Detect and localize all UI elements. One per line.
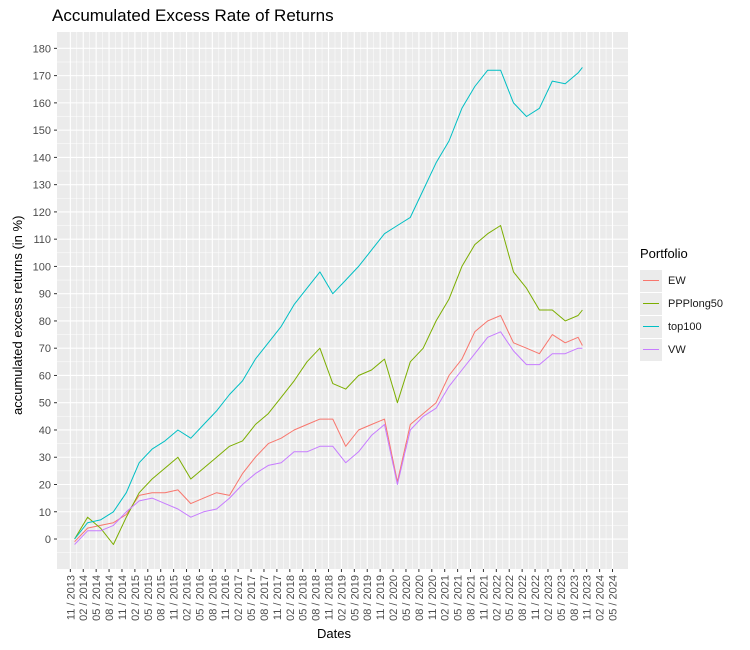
x-tick-label: 05 / 2018 [298,575,310,621]
x-tick-label: 02 / 2019 [336,575,348,621]
x-tick-label: 11 / 2020 [427,575,439,620]
x-tick-label: 08 / 2023 [569,575,581,621]
x-axis-title: Dates [317,626,351,641]
x-tick-label: 11 / 2022 [530,575,542,620]
legend-swatch [643,326,659,327]
legend-item-ew: EW [640,269,723,292]
y-tick-label: 90 [39,289,51,301]
legend-items: EW PPPlong50 top100 VW [640,269,723,361]
legend-key [640,315,662,338]
major-grid [57,32,628,569]
y-tick-label: 40 [39,425,51,437]
y-tick-label: 30 [39,452,51,464]
x-tick-label: 11 / 2019 [375,575,387,620]
x-tick-label: 02 / 2016 [182,575,194,621]
x-tick-label: 11 / 2015 [169,575,181,620]
y-tick-label: 100 [33,261,51,273]
x-tick-label: 11 / 2013 [65,575,77,620]
x-tick-label: 11 / 2021 [478,575,490,620]
legend-item-top100: top100 [640,315,723,338]
y-tick-label: 180 [33,43,51,55]
x-tick-label: 02 / 2020 [388,575,400,621]
y-tick-label: 170 [33,71,51,83]
legend-item-vw: VW [640,338,723,361]
x-tick-label: 05 / 2024 [608,575,620,621]
legend-title: Portfolio [640,246,688,261]
x-tick-label: 02 / 2015 [130,575,142,621]
x-tick-label: 05 / 2014 [91,575,103,621]
x-tick-label: 11 / 2018 [324,575,336,620]
x-tick-label: 05 / 2015 [143,575,155,621]
legend-label: EW [668,274,686,287]
x-tick-label: 02 / 2021 [440,575,452,621]
y-tick-label: 160 [33,98,51,110]
x-tick-label: 08 / 2020 [414,575,426,621]
series-line-ew [74,315,583,543]
x-tick-label: 08 / 2017 [259,575,271,621]
legend-swatch [643,280,659,281]
legend-key [640,338,662,361]
legend-item-ppplong50: PPPlong50 [640,292,723,315]
x-tick-label: 08 / 2019 [362,575,374,621]
x-axis: 11 / 2013 02 / 2014 05 / 2014 08 / 2014 11 /… [65,569,620,621]
legend-swatch [643,303,659,304]
series-layer [74,67,583,545]
x-tick-label: 02 / 2014 [78,575,90,621]
y-axis-title: accumulated excess returns (in %) [10,215,25,415]
x-tick-label: 02 / 2017 [233,575,245,621]
x-tick-label: 08 / 2015 [156,575,168,621]
x-tick-label: 08 / 2014 [104,575,116,621]
y-tick-label: 50 [39,398,51,410]
y-tick-label: 140 [33,152,51,164]
chart-title: Accumulated Excess Rate of Returns [52,6,334,25]
x-tick-label: 11 / 2017 [272,575,284,620]
legend-label: VW [668,343,686,356]
y-axis: 0 10 20 30 40 50 60 70 80 90 100 110 120 130 140 150 160… [33,43,57,546]
y-tick-label: 120 [33,207,51,219]
legend: Portfolio EW PPPlong50 top100 VW [640,246,723,361]
x-tick-label: 05 / 2016 [194,575,206,621]
x-tick-label: 05 / 2020 [401,575,413,621]
x-tick-label: 05 / 2022 [504,575,516,621]
series-line-top100 [74,67,583,540]
legend-key [640,269,662,292]
y-tick-label: 130 [33,180,51,192]
x-tick-label: 05 / 2017 [246,575,258,621]
y-tick-label: 150 [33,125,51,137]
legend-label: top100 [668,320,702,333]
x-tick-label: 05 / 2021 [453,575,465,621]
y-tick-label: 70 [39,343,51,355]
x-tick-label: 08 / 2016 [207,575,219,621]
minor-grid [57,32,628,569]
x-tick-label: 11 / 2016 [220,575,232,620]
y-tick-label: 60 [39,370,51,382]
x-tick-label: 11 / 2014 [117,575,129,620]
y-tick-label: 0 [45,534,51,546]
y-tick-label: 10 [39,507,51,519]
y-tick-label: 80 [39,316,51,328]
x-tick-label: 08 / 2022 [517,575,529,621]
y-tick-label: 20 [39,479,51,491]
x-tick-label: 02 / 2024 [595,575,607,621]
legend-label: PPPlong50 [668,297,724,310]
legend-key [640,292,662,315]
y-tick-label: 110 [33,234,51,246]
x-tick-label: 11 / 2023 [582,575,594,620]
x-tick-label: 08 / 2021 [466,575,478,621]
x-tick-label: 05 / 2023 [556,575,568,621]
legend-swatch [643,349,659,350]
x-tick-label: 02 / 2022 [491,575,503,621]
x-tick-label: 02 / 2018 [285,575,297,621]
series-line-vw [74,331,583,545]
x-tick-label: 08 / 2018 [311,575,323,621]
x-tick-label: 05 / 2019 [349,575,361,621]
series-line-ppplong50 [74,225,583,545]
x-tick-label: 02 / 2023 [543,575,555,621]
